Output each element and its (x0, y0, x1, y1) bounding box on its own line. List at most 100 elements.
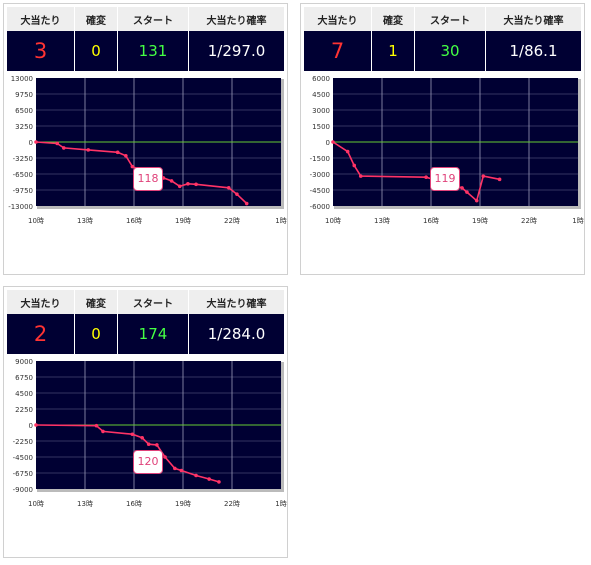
slump-graph: 9000 6750 4500 2250 0 -2250 -4500 -6750 -9000 10時… (13, 359, 287, 508)
x-tick-label: 19時 (472, 217, 488, 225)
data-point (345, 149, 350, 154)
x-tick-label: 10時 (325, 217, 341, 225)
x-tick-label: 1時 (275, 500, 286, 508)
y-tick-label: -9000 (13, 486, 33, 494)
prob-value: 1/284.0 (188, 314, 284, 354)
header-start: スタート (117, 290, 189, 314)
y-tick-label: 0 (326, 139, 330, 147)
y-tick-label: 6000 (312, 76, 330, 83)
x-tick-label: 16時 (126, 500, 142, 508)
data-point (163, 455, 167, 459)
x-tick-label: 1時 (572, 217, 583, 225)
data-point (169, 179, 174, 183)
hits-value: 3 (7, 31, 75, 71)
slump-graph: 6000 4500 3000 1500 0 -1500 -3000 -4500 -6000 10時… (310, 76, 584, 225)
y-tick-label: 9750 (15, 91, 33, 99)
data-point (465, 190, 469, 194)
y-tick-label: 0 (29, 422, 33, 430)
data-point (101, 429, 105, 434)
data-point (130, 432, 135, 437)
data-point (352, 163, 357, 168)
machine-number-button[interactable]: 120 (133, 450, 163, 474)
data-point (34, 423, 38, 427)
x-tick-label: 1時 (275, 217, 286, 225)
y-tick-label: 4500 (312, 91, 330, 99)
kakuhen-value: 1 (371, 31, 415, 71)
y-tick-label: -6750 (13, 470, 33, 478)
header-hits: 大当たり (304, 7, 372, 31)
slump-graph: 13000 9750 6500 3250 0 -3250 -6500 -9750 -13000 1… (8, 76, 287, 225)
data-point (424, 175, 428, 179)
y-tick-label: -2250 (13, 438, 33, 446)
data-point (497, 177, 502, 182)
x-tick-label: 16時 (126, 217, 142, 225)
stats-table: 大当たり 確変 スタート 大当たり確率 3 0 131 1/297.0 (7, 7, 284, 71)
data-point (115, 150, 120, 155)
start-value: 174 (117, 314, 189, 354)
x-tick-label: 19時 (175, 500, 191, 508)
y-tick-label: -9750 (13, 187, 33, 195)
header-prob: 大当たり確率 (485, 7, 581, 31)
machine-card-3: 大当たり 確変 スタート 大当たり確率 2 0 174 1/284.0 9000… (3, 286, 288, 558)
header-kakuhen: 確変 (74, 7, 118, 31)
x-tick-label: 16時 (423, 217, 439, 225)
y-tick-label: -3250 (13, 155, 33, 163)
machine-number-button[interactable]: 118 (133, 167, 163, 191)
kakuhen-value: 0 (74, 314, 118, 354)
y-tick-label: 6750 (15, 374, 33, 382)
data-point (61, 146, 66, 150)
prob-value: 1/86.1 (485, 31, 581, 71)
y-tick-label: -13000 (8, 203, 33, 211)
stats-table: 大当たり 確変 スタート 大当たり確率 2 0 174 1/284.0 (7, 290, 284, 354)
header-hits: 大当たり (7, 7, 75, 31)
prob-value: 1/297.0 (188, 31, 284, 71)
x-tick-label: 10時 (28, 217, 44, 225)
data-point (217, 480, 221, 484)
y-tick-label: 0 (29, 139, 33, 147)
x-tick-label: 13時 (77, 217, 93, 225)
data-point (331, 140, 335, 144)
header-hits: 大当たり (7, 290, 75, 314)
y-tick-label: 1500 (312, 123, 330, 131)
machine-card-1: 大当たり 確変 スタート 大当たり確率 3 0 131 1/297.0 1300… (3, 3, 288, 275)
data-point (124, 153, 128, 158)
x-tick-label: 13時 (374, 217, 390, 225)
data-point (481, 174, 486, 178)
y-tick-label: 9000 (15, 359, 33, 366)
header-prob: 大当たり確率 (188, 7, 284, 31)
x-tick-label: 10時 (28, 500, 44, 508)
data-point (55, 141, 60, 146)
kakuhen-value: 0 (74, 31, 118, 71)
machine-number-button[interactable]: 119 (430, 167, 460, 191)
y-tick-label: 6500 (15, 107, 33, 115)
data-point (194, 473, 198, 478)
data-point (186, 182, 190, 186)
y-tick-label: 2250 (15, 406, 33, 414)
hits-value: 2 (7, 314, 75, 354)
data-point (34, 140, 38, 144)
y-tick-label: -1500 (310, 155, 330, 163)
header-start: スタート (414, 7, 486, 31)
data-point (179, 468, 184, 473)
data-point (460, 186, 464, 190)
x-tick-label: 22時 (224, 217, 240, 225)
data-point (244, 201, 249, 206)
start-value: 30 (414, 31, 486, 71)
machine-card-2: 大当たり 確変 スタート 大当たり確率 7 1 30 1/86.1 6000 45… (300, 3, 585, 275)
data-point (207, 477, 211, 481)
y-tick-label: 3250 (15, 123, 33, 131)
data-point (173, 466, 177, 471)
data-point (94, 423, 99, 428)
header-kakuhen: 確変 (74, 290, 118, 314)
data-point (140, 436, 144, 440)
y-tick-label: -6000 (310, 203, 330, 211)
x-tick-label: 22時 (224, 500, 240, 508)
data-point (177, 184, 182, 189)
data-point (358, 174, 363, 178)
header-kakuhen: 確変 (371, 7, 415, 31)
y-tick-label: 13000 (11, 76, 33, 83)
y-tick-label: -4500 (310, 187, 330, 195)
start-value: 131 (117, 31, 189, 71)
data-point (235, 192, 239, 196)
y-tick-label: -6500 (13, 171, 33, 179)
